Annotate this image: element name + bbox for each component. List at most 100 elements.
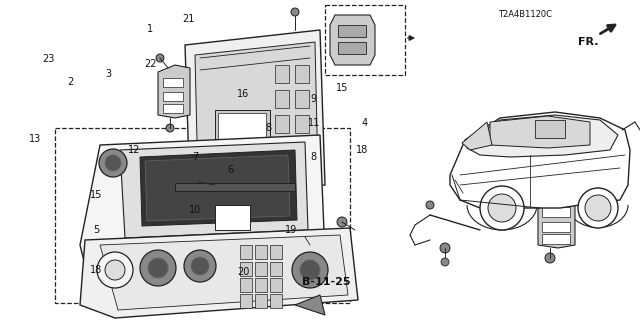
Bar [163, 104, 183, 113]
Bar [275, 65, 289, 83]
Bar [295, 65, 309, 83]
Text: 18: 18 [90, 265, 102, 276]
Polygon shape [490, 116, 590, 148]
Circle shape [99, 149, 127, 177]
Bar [218, 113, 266, 146]
Polygon shape [538, 195, 575, 248]
Bar [255, 278, 267, 292]
Text: 12: 12 [128, 145, 141, 156]
Circle shape [585, 195, 611, 221]
Polygon shape [330, 15, 375, 65]
Bar [270, 262, 282, 276]
Text: 1: 1 [147, 24, 154, 34]
Text: 6: 6 [227, 164, 234, 175]
Circle shape [300, 260, 320, 280]
Circle shape [488, 194, 516, 222]
Bar [255, 262, 267, 276]
Polygon shape [467, 115, 618, 157]
Circle shape [480, 186, 524, 230]
Polygon shape [80, 135, 325, 275]
Circle shape [440, 243, 450, 253]
Polygon shape [120, 142, 308, 238]
Circle shape [156, 54, 164, 62]
Bar [215, 205, 250, 230]
Text: 13: 13 [29, 134, 42, 144]
Bar [270, 278, 282, 292]
Bar [325, 5, 405, 75]
Circle shape [166, 124, 174, 132]
Polygon shape [140, 150, 297, 226]
Polygon shape [295, 295, 325, 315]
Bar [542, 207, 570, 217]
Polygon shape [195, 42, 318, 185]
Text: 15: 15 [336, 83, 349, 93]
Bar [295, 90, 309, 108]
Bar [240, 294, 252, 308]
Text: 8: 8 [266, 123, 272, 133]
Circle shape [97, 252, 133, 288]
Bar [275, 140, 289, 158]
Circle shape [105, 260, 125, 280]
Bar [275, 115, 289, 133]
Circle shape [441, 258, 449, 266]
Bar [163, 78, 183, 87]
Bar [240, 245, 252, 259]
Bar [240, 278, 252, 292]
Circle shape [565, 185, 575, 195]
Bar [535, 120, 565, 138]
Text: FR.: FR. [578, 37, 598, 47]
Polygon shape [185, 30, 325, 195]
Text: 19: 19 [285, 225, 298, 236]
Bar [275, 90, 289, 108]
Circle shape [578, 188, 618, 228]
Text: 23: 23 [42, 54, 54, 64]
Text: 2: 2 [67, 76, 74, 87]
Text: 11: 11 [307, 118, 320, 128]
Text: 21: 21 [182, 14, 195, 24]
Text: 4: 4 [362, 118, 368, 128]
Bar [55, 128, 350, 303]
Text: 8: 8 [310, 152, 317, 162]
Circle shape [140, 250, 176, 286]
Bar [270, 245, 282, 259]
Circle shape [105, 155, 121, 171]
Bar [255, 294, 267, 308]
Bar [295, 140, 309, 158]
Text: 16: 16 [237, 89, 250, 100]
Bar [215, 110, 270, 150]
Text: 22: 22 [144, 59, 157, 69]
Circle shape [184, 250, 216, 282]
Circle shape [191, 257, 209, 275]
Polygon shape [80, 228, 358, 318]
Circle shape [337, 217, 347, 227]
Polygon shape [100, 235, 348, 310]
Circle shape [475, 167, 485, 177]
Text: 18: 18 [355, 145, 368, 156]
Circle shape [426, 201, 434, 209]
Bar [175, 183, 295, 191]
Bar [542, 234, 570, 244]
Polygon shape [450, 112, 630, 208]
Text: 9: 9 [310, 94, 317, 104]
Circle shape [545, 253, 555, 263]
Bar [270, 294, 282, 308]
Bar [338, 42, 366, 54]
Bar [295, 115, 309, 133]
Bar [542, 222, 570, 232]
Text: T2A4B1120C: T2A4B1120C [498, 10, 552, 19]
Bar [240, 262, 252, 276]
Polygon shape [145, 155, 290, 221]
Text: 15: 15 [90, 190, 102, 200]
Text: 10: 10 [189, 204, 202, 215]
Text: 3: 3 [106, 68, 112, 79]
Text: 7: 7 [192, 152, 198, 162]
Text: 20: 20 [237, 267, 250, 277]
Bar [163, 92, 183, 101]
Polygon shape [462, 122, 492, 150]
Circle shape [292, 252, 328, 288]
Bar [338, 25, 366, 37]
Bar [255, 245, 267, 259]
Circle shape [148, 258, 168, 278]
Circle shape [291, 8, 299, 16]
Text: B-11-25: B-11-25 [302, 276, 351, 287]
